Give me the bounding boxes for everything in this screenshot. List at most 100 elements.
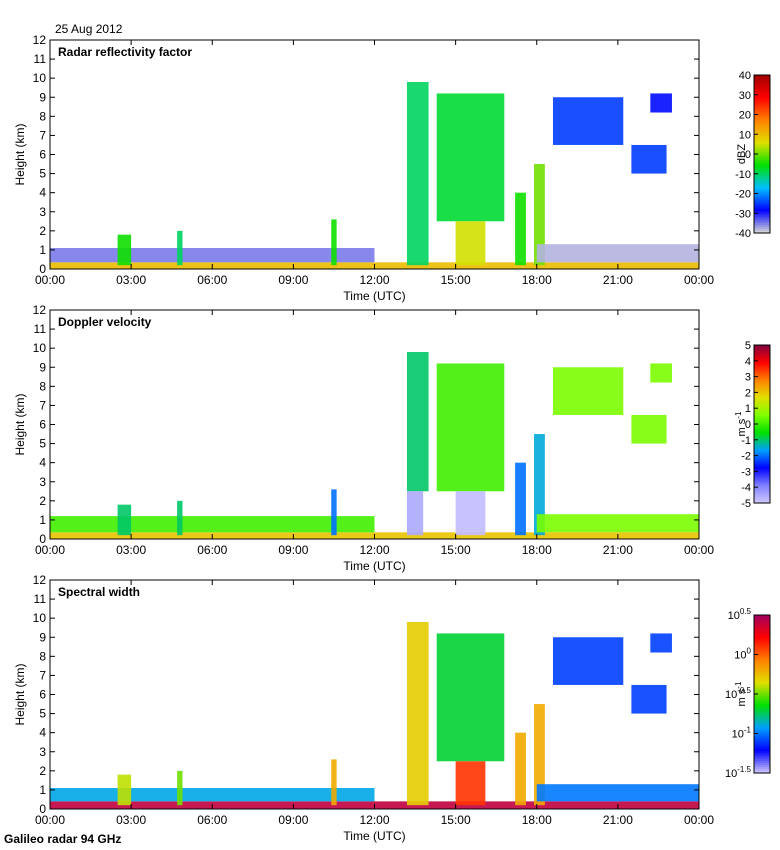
- x-tick-label: 00:00: [35, 273, 65, 287]
- echo-region-11: [534, 434, 545, 536]
- colorbar-swatch: [754, 140, 770, 143]
- colorbar-swatch: [754, 211, 770, 214]
- colorbar-swatch: [754, 707, 770, 711]
- colorbar-swatch: [754, 481, 770, 484]
- x-tick-label: 18:00: [522, 813, 552, 827]
- colorbar-swatch: [754, 352, 770, 356]
- colorbar-swatch: [754, 489, 770, 492]
- colorbar-swatch: [754, 134, 770, 137]
- colorbar-swatch: [754, 75, 770, 78]
- colorbar-swatch: [754, 372, 770, 376]
- colorbar-swatch: [754, 743, 770, 746]
- echo-region-15: [536, 514, 699, 533]
- x-tick-label: 12:00: [359, 273, 389, 287]
- colorbar-swatch: [754, 406, 770, 409]
- echo-region-7: [406, 491, 424, 536]
- colorbar-swatch: [754, 672, 770, 675]
- colorbar-swatch: [754, 386, 770, 390]
- plot-frame: [49, 579, 700, 810]
- colorbar-swatch: [754, 461, 770, 465]
- y-tick-label: 5: [39, 707, 46, 721]
- colorbar-swatch: [754, 173, 770, 177]
- colorbar-swatch: [754, 215, 770, 218]
- y-tick-label: 10: [33, 341, 47, 355]
- echo-region-9: [515, 732, 526, 806]
- colorbar-tick-label: 10-1: [732, 726, 752, 741]
- colorbar-tick-label: 4: [745, 356, 751, 368]
- y-tick-label: 9: [39, 90, 46, 104]
- colorbar-swatch: [754, 676, 770, 679]
- x-tick-label: 09:00: [278, 273, 308, 287]
- colorbar-swatch: [754, 487, 770, 490]
- colorbar-swatch: [754, 485, 770, 488]
- colorbar-swatch: [754, 193, 770, 197]
- colorbar-swatch: [754, 229, 770, 232]
- colorbar-swatch: [754, 624, 770, 628]
- y-tick-label: 6: [39, 688, 46, 702]
- colorbar-swatch: [754, 747, 770, 750]
- colorbar-swatch: [754, 396, 770, 399]
- colorbar-swatch: [754, 630, 770, 634]
- colorbar-swatch: [754, 185, 770, 189]
- colorbar-swatch: [754, 616, 770, 620]
- colorbar-tick-label: -10: [735, 169, 751, 181]
- colorbar-swatch: [754, 711, 770, 715]
- colorbar-swatch: [754, 96, 770, 100]
- x-tick-label: 09:00: [278, 813, 308, 827]
- colorbar-swatch: [754, 159, 770, 163]
- x-tick-label: 18:00: [522, 543, 552, 557]
- colorbar-swatch: [754, 155, 770, 159]
- colorbar-swatch: [754, 453, 770, 457]
- colorbar-swatch: [754, 615, 770, 618]
- colorbar-swatch: [754, 370, 770, 374]
- colorbar-swatch: [754, 656, 770, 660]
- colorbar-swatch: [754, 418, 770, 421]
- colorbar-swatch: [754, 733, 770, 737]
- colorbar-swatch: [754, 78, 770, 82]
- colorbar-swatch: [754, 108, 770, 112]
- y-tick-label: 11: [34, 322, 47, 336]
- x-tick-label: 03:00: [116, 273, 146, 287]
- panel-title: Doppler velocity: [58, 315, 152, 329]
- colorbar-tick-label: -5: [741, 498, 751, 510]
- colorbar-swatch: [754, 737, 770, 741]
- colorbar: 40 30 20 10 0 -10 -20 -30 -40 dBZ: [735, 70, 771, 240]
- colorbar-swatch: [754, 425, 770, 429]
- colorbar-swatch: [754, 197, 770, 201]
- colorbar-swatch: [754, 374, 770, 378]
- colorbar-swatch: [754, 741, 770, 744]
- colorbar-swatch: [754, 431, 770, 435]
- y-tick-label: 12: [33, 573, 47, 587]
- y-tick-label: 10: [33, 611, 47, 625]
- colorbar-swatch: [754, 92, 770, 96]
- colorbar-swatch: [754, 757, 770, 760]
- y-tick-label: 5: [39, 167, 46, 181]
- colorbar-swatch: [754, 114, 770, 118]
- colorbar-swatch: [754, 366, 770, 370]
- echo-region-9: [455, 491, 486, 536]
- x-tick-label: 12:00: [359, 543, 389, 557]
- colorbar-swatch: [754, 447, 770, 451]
- echo-region-11: [552, 637, 624, 685]
- colorbar-swatch: [754, 416, 770, 419]
- colorbar-swatch: [754, 382, 770, 386]
- colorbar-swatch: [754, 429, 770, 433]
- colorbar-swatch: [754, 670, 770, 673]
- colorbar-swatch: [754, 477, 770, 480]
- colorbar-swatch: [754, 138, 770, 141]
- x-tick-label: 15:00: [441, 813, 471, 827]
- colorbar-swatch: [754, 620, 770, 624]
- colorbar-tick-label: -4: [741, 482, 751, 494]
- colorbar-swatch: [754, 209, 770, 212]
- colorbar-tick-label: 100.5: [728, 607, 752, 622]
- panel-1: 00:00 03:00 06:00 09:00 12:00 15:00 18:00 21:00…: [13, 33, 771, 303]
- colorbar-swatch: [754, 157, 770, 161]
- plot-frame: [49, 309, 700, 540]
- colorbar-swatch: [754, 483, 770, 486]
- colorbar-swatch: [754, 433, 770, 437]
- colorbar-swatch: [754, 471, 770, 474]
- y-tick-label: 2: [39, 494, 46, 508]
- colorbar-swatch: [754, 221, 770, 224]
- colorbar-swatch: [754, 167, 770, 171]
- colorbar-swatch: [754, 721, 770, 725]
